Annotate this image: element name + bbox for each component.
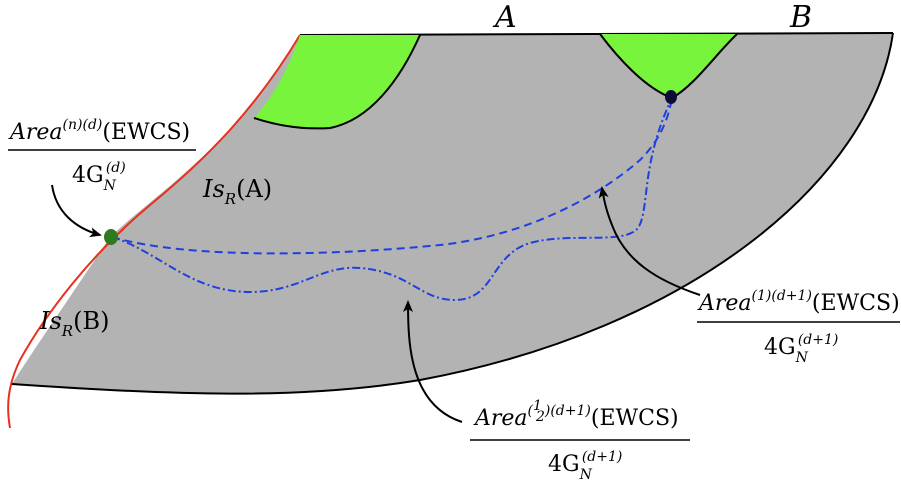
rt-surface-a bbox=[253, 34, 421, 130]
brane-curve bbox=[7, 34, 301, 429]
svg-text:4GN(d+1): 4GN(d+1) bbox=[764, 332, 838, 366]
arrow-to-brane-point bbox=[51, 184, 102, 238]
brane-area-formula: Area(n)(d)(EWCS) 4GN(d) bbox=[8, 117, 196, 194]
boundary-ewcs-point bbox=[665, 90, 677, 104]
asymptotic-boundary bbox=[299, 32, 894, 36]
entanglement-wedge-b bbox=[600, 34, 737, 98]
island-a-label: IsR(A) bbox=[202, 175, 272, 208]
svg-text:Area(12)(d+1)(EWCS): Area(1 2)(d+1)(EWCS) bbox=[473, 398, 679, 431]
bulk-area-formula-full: Area(1)(d+1)(EWCS) 4GN(d+1) bbox=[697, 288, 900, 366]
region-b-label: B bbox=[789, 0, 812, 35]
ewcs-dashdot-curve bbox=[111, 97, 673, 302]
region-a-label: A bbox=[492, 0, 517, 35]
brane-ewcs-point bbox=[104, 229, 118, 245]
svg-text:Area(1)(d+1)(EWCS): Area(1)(d+1)(EWCS) bbox=[697, 288, 900, 316]
bulk-area-formula-half: Area(1 2)(d+1)(EWCS) 4GN(d+1) bbox=[470, 398, 690, 481]
ewcs-dashed-curve bbox=[111, 97, 673, 255]
arrow-to-dashdot-curve bbox=[403, 300, 463, 423]
island-b-label: IsR(B) bbox=[39, 307, 109, 340]
arrow-to-dashed-curve bbox=[598, 186, 701, 296]
entanglement-wedge-a bbox=[254, 35, 420, 129]
svg-text:4GN(d+1): 4GN(d+1) bbox=[548, 449, 622, 481]
svg-text:Area(n)(d)(EWCS): Area(n)(d)(EWCS) bbox=[8, 117, 190, 145]
bulk-outer-curve bbox=[11, 32, 894, 395]
bulk-region bbox=[12, 33, 893, 394]
svg-text:4GN(d): 4GN(d) bbox=[72, 160, 126, 194]
